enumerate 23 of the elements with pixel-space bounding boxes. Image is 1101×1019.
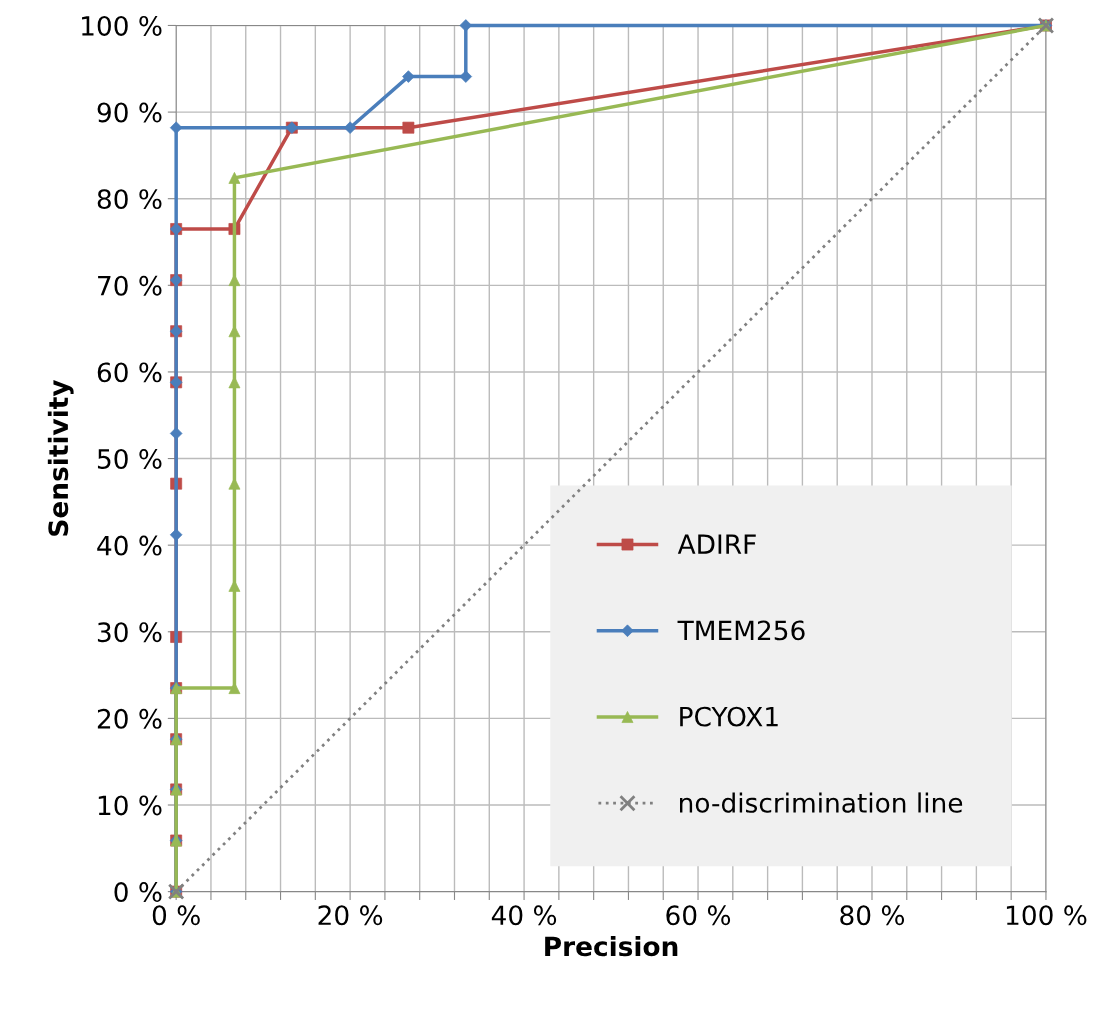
x-axis-title: Precision xyxy=(545,935,678,957)
y-tick-label: 100 % xyxy=(82,15,162,36)
y-tick-label: 60 % xyxy=(97,362,162,383)
y-tick-label: 40 % xyxy=(97,535,162,556)
y-tick-label: 20 % xyxy=(97,708,162,729)
legend-label: TMEM256 xyxy=(677,620,805,641)
y-tick-label: 10 % xyxy=(98,795,162,816)
y-tick-label: 80 % xyxy=(97,189,162,210)
x-tick-label: 60 % xyxy=(666,905,731,926)
x-tick-label: 80 % xyxy=(840,905,905,926)
x-tick-label: 0 % xyxy=(152,905,200,926)
y-tick-label: 70 % xyxy=(98,275,162,296)
legend-label: PCYOX1 xyxy=(680,706,778,727)
y-tick-label: 30 % xyxy=(97,622,162,643)
y-axis-title: Sensitivity xyxy=(47,379,74,536)
y-tick-label: 50 % xyxy=(97,448,162,469)
y-tick-label: 90 % xyxy=(97,102,162,123)
y-tick-label: 0 % xyxy=(114,882,162,903)
x-tick-label: 20 % xyxy=(318,905,383,926)
legend-label: no-discrimination line xyxy=(680,792,963,813)
x-tick-label: 40 % xyxy=(491,905,557,926)
x-tick-label: 100 % xyxy=(1006,905,1087,926)
legend-label: ADIRF xyxy=(677,534,756,554)
